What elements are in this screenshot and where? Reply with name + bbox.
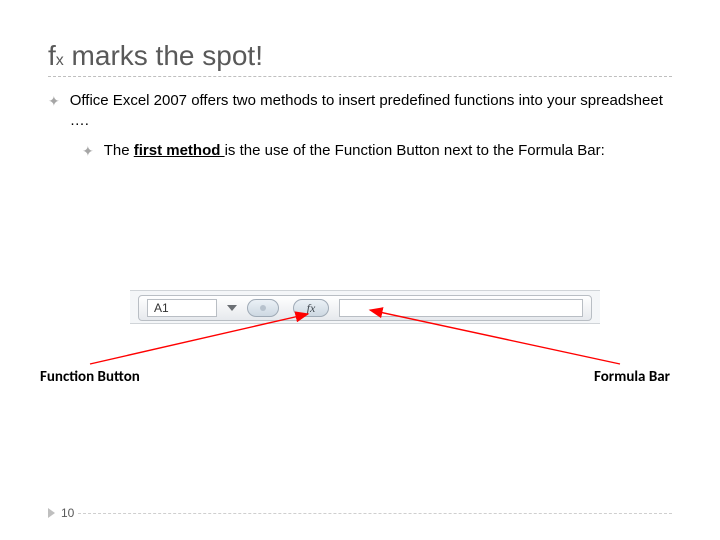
title-rest: marks the spot! (64, 40, 263, 71)
footer: 10 (48, 506, 74, 520)
bullet-icon: ✦ (48, 91, 60, 111)
slide-title: fx marks the spot! (48, 40, 672, 72)
formula-bar-diagram: A1 fx Function Button Formu (60, 230, 660, 410)
title-rule (48, 76, 672, 77)
footer-rule (78, 513, 672, 514)
dot-icon (260, 305, 266, 311)
name-box-dropdown-icon[interactable] (227, 305, 237, 311)
footer-arrow-icon (48, 508, 55, 518)
formula-input[interactable] (339, 299, 583, 317)
title-fx-f: f (48, 40, 56, 71)
bullet-level2-text: The first method is the use of the Funct… (104, 141, 605, 161)
bullet-level2: ✦ The first method is the use of the Fun… (82, 141, 672, 161)
title-fx-x: x (56, 52, 64, 69)
cancel-button[interactable] (247, 299, 279, 317)
ribbon-strip: A1 fx (130, 290, 600, 324)
page-number: 10 (61, 506, 74, 520)
label-function-button: Function Button (40, 368, 140, 386)
fx-icon: fx (307, 301, 316, 315)
name-box-value: A1 (154, 301, 169, 315)
bullet-level2-prefix: The (104, 142, 134, 159)
bullet-level2-rest: is the use of the Function Button next t… (225, 142, 605, 159)
bullet-icon: ✦ (82, 141, 94, 161)
bullet-level1-text: Office Excel 2007 offers two methods to … (70, 91, 672, 131)
name-box[interactable]: A1 (147, 299, 217, 317)
label-formula-bar: Formula Bar (594, 368, 670, 386)
formula-bar-container: A1 fx (138, 295, 592, 321)
bullet-level2-emph: first method (134, 142, 225, 159)
bullet-level1: ✦ Office Excel 2007 offers two methods t… (48, 91, 672, 131)
insert-function-button[interactable]: fx (293, 299, 329, 317)
slide: fx marks the spot! ✦ Office Excel 2007 o… (0, 0, 720, 540)
